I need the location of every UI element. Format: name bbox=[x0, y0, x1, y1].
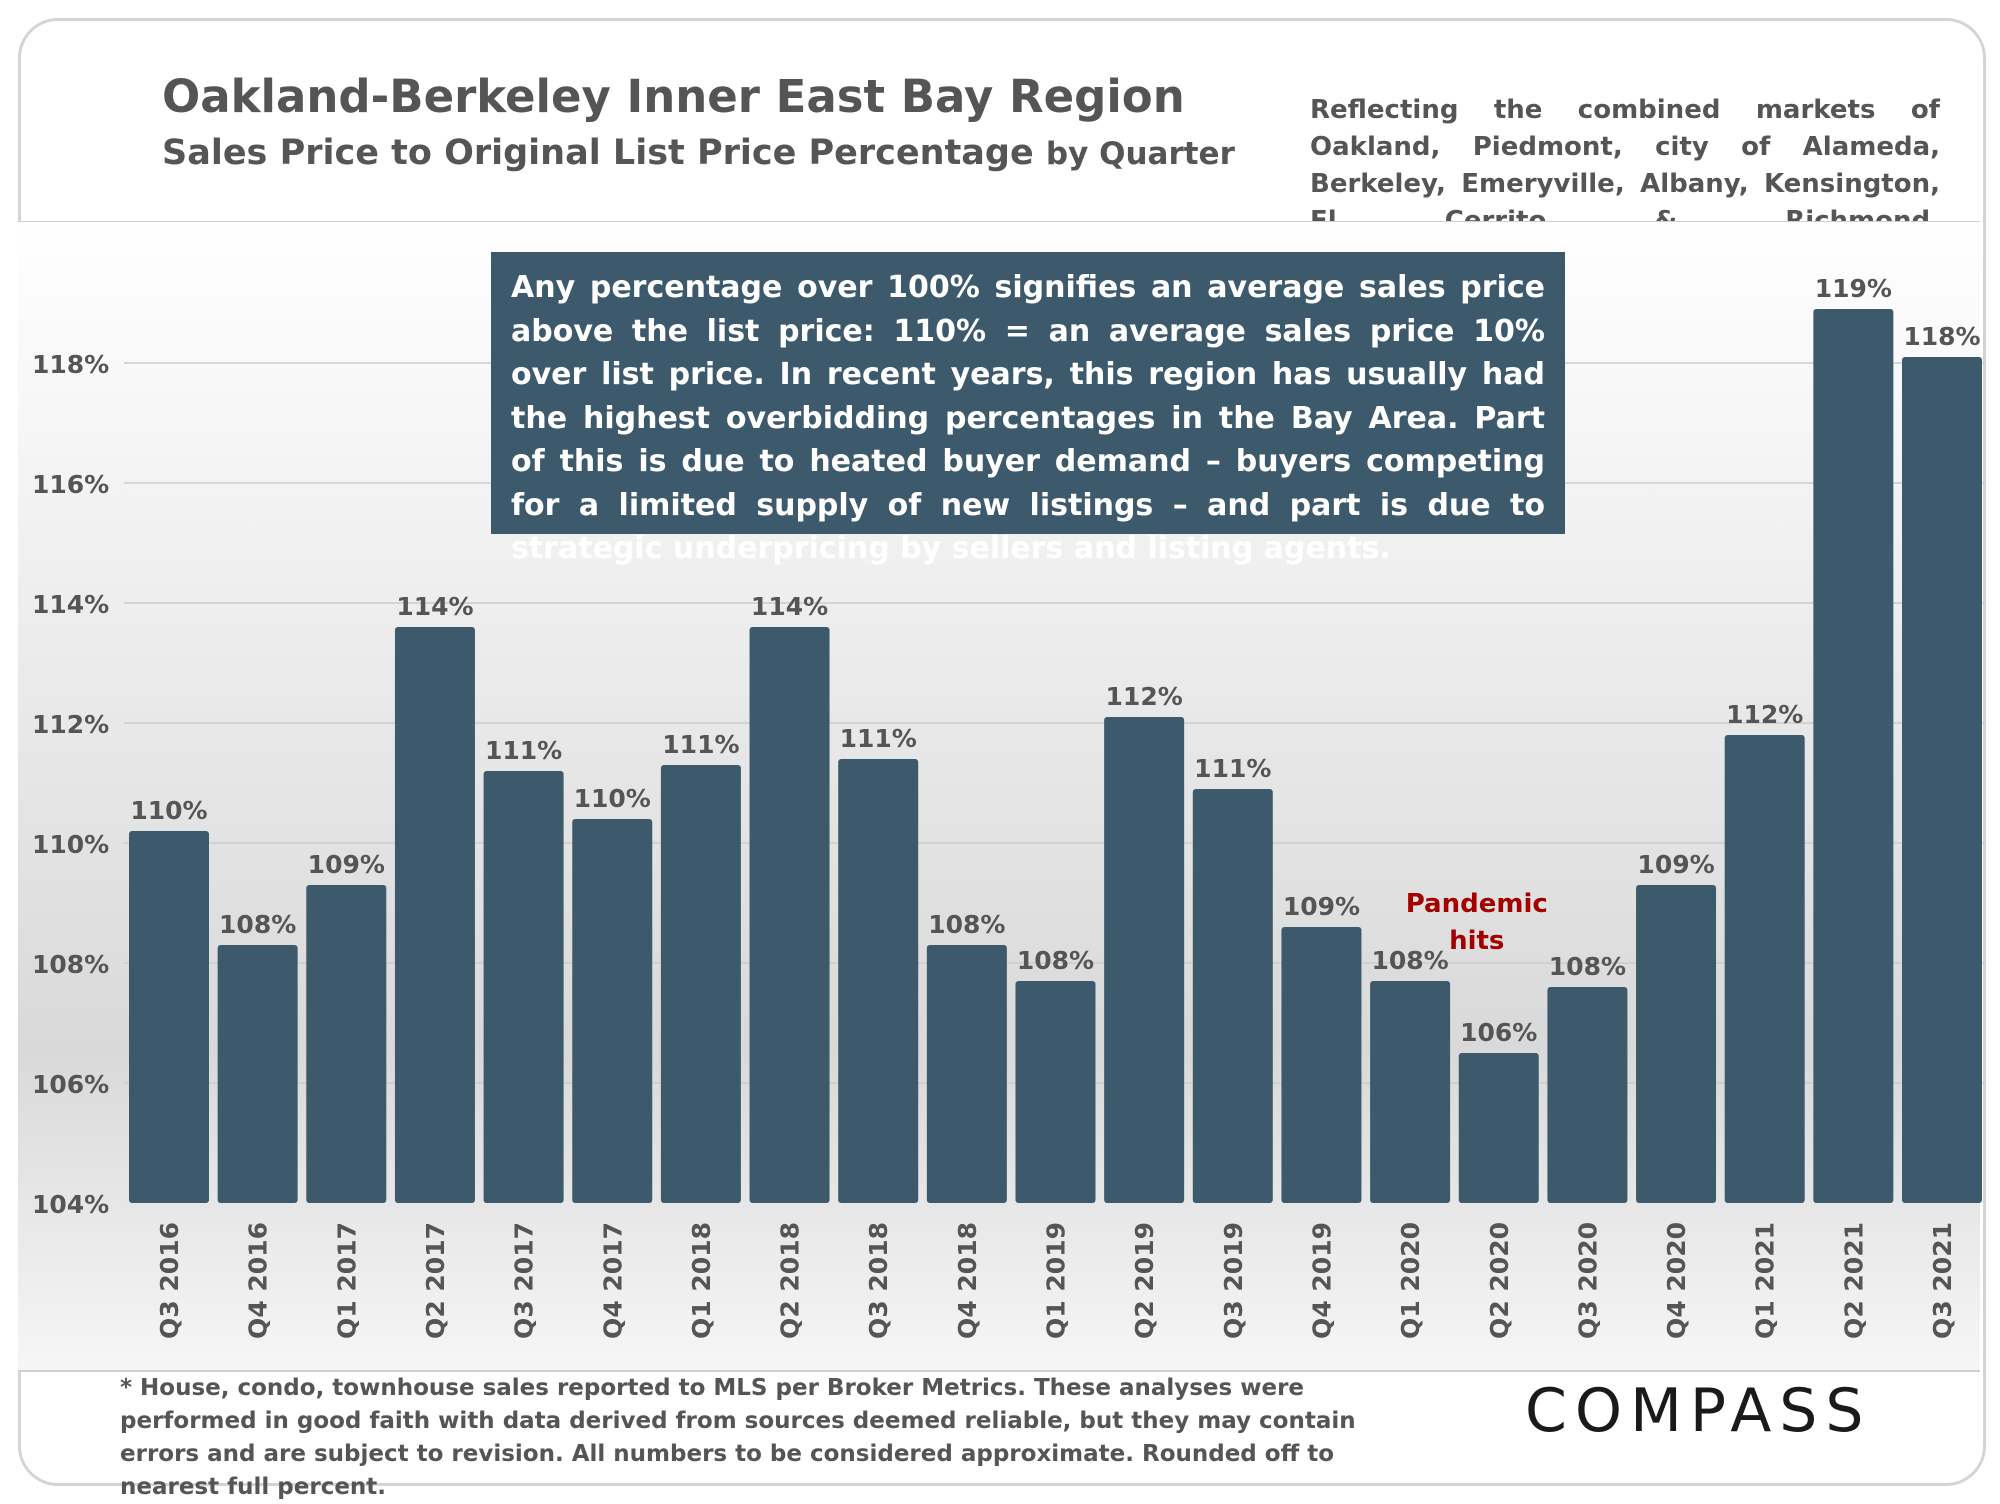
bar bbox=[926, 945, 1007, 1203]
footer-note: * House, condo, townhouse sales reported… bbox=[120, 1375, 1356, 1500]
x-category-label: Q2 2020 bbox=[1485, 1222, 1514, 1339]
x-category-label: Q3 2019 bbox=[1219, 1222, 1248, 1339]
bar-value-label: 108% bbox=[219, 910, 296, 939]
pandemic-annotation-line2: hits bbox=[1449, 926, 1504, 956]
bar bbox=[306, 885, 387, 1203]
x-category-label: Q3 2021 bbox=[1928, 1222, 1957, 1339]
chart-subtitle: Sales Price to Original List Price Perce… bbox=[162, 133, 1235, 173]
x-category-label: Q3 2016 bbox=[155, 1222, 184, 1339]
bar bbox=[483, 771, 564, 1203]
bar bbox=[217, 945, 298, 1203]
x-category-label: Q1 2019 bbox=[1042, 1222, 1071, 1339]
bar bbox=[129, 831, 209, 1203]
x-category-label: Q4 2019 bbox=[1307, 1222, 1336, 1339]
bar bbox=[749, 627, 830, 1203]
bar bbox=[394, 627, 475, 1203]
bar-value-label: 118% bbox=[1903, 322, 1980, 351]
bar-value-label: 114% bbox=[751, 592, 828, 621]
subtitle-suffix: by Quarter bbox=[1045, 136, 1235, 172]
bar bbox=[838, 759, 919, 1203]
y-tick-label: 108% bbox=[32, 950, 109, 979]
y-tick-label: 116% bbox=[32, 470, 109, 499]
bar-value-label: 108% bbox=[928, 910, 1005, 939]
x-category-label: Q1 2021 bbox=[1751, 1222, 1780, 1339]
bar-value-label: 114% bbox=[396, 592, 473, 621]
y-tick-label: 104% bbox=[32, 1190, 109, 1219]
chart-title: Oakland-Berkeley Inner East Bay Region bbox=[162, 70, 1185, 123]
x-category-label: Q4 2016 bbox=[244, 1222, 273, 1339]
bar-value-label: 111% bbox=[1194, 754, 1271, 783]
x-category-label: Q4 2020 bbox=[1662, 1222, 1691, 1339]
bar-value-label: 108% bbox=[1371, 946, 1448, 975]
bar-value-label: 108% bbox=[1549, 952, 1626, 981]
y-tick-label: 114% bbox=[32, 590, 109, 619]
compass-logo: COMPASS bbox=[1525, 1376, 1872, 1446]
bar bbox=[1192, 789, 1273, 1203]
bar-value-label: 106% bbox=[1460, 1018, 1537, 1047]
bar bbox=[1015, 981, 1096, 1203]
bar bbox=[1370, 981, 1451, 1203]
y-tick-label: 112% bbox=[32, 710, 109, 739]
bar-value-label: 111% bbox=[662, 730, 739, 759]
x-category-label: Q1 2018 bbox=[687, 1222, 716, 1339]
bar bbox=[1104, 717, 1185, 1203]
x-category-label: Q2 2017 bbox=[421, 1222, 450, 1339]
bar bbox=[1281, 927, 1362, 1203]
bar bbox=[1458, 1053, 1539, 1203]
bar bbox=[1636, 885, 1717, 1203]
bar bbox=[1902, 357, 1982, 1203]
bar bbox=[1724, 735, 1805, 1203]
bar-value-label: 110% bbox=[574, 784, 651, 813]
x-category-label: Q3 2020 bbox=[1573, 1222, 1602, 1339]
bar-value-label: 109% bbox=[1637, 850, 1714, 879]
bar-value-label: 112% bbox=[1106, 682, 1183, 711]
footer-divider bbox=[18, 1370, 1980, 1372]
x-category-label: Q4 2017 bbox=[598, 1222, 627, 1339]
bar bbox=[1547, 987, 1628, 1203]
bar-value-label: 109% bbox=[1283, 892, 1360, 921]
bar-value-label: 119% bbox=[1815, 274, 1892, 303]
bar bbox=[1813, 309, 1894, 1203]
bar-chart: 104% 106% 108% 110% 112% 114% 116% 118% 110% Q3 2… bbox=[32, 274, 1985, 1339]
pandemic-annotation-line1: Pandemic bbox=[1406, 889, 1548, 919]
bar-value-label: 109% bbox=[308, 850, 385, 879]
x-category-label: Q2 2018 bbox=[776, 1222, 805, 1339]
x-category-label: Q3 2018 bbox=[864, 1222, 893, 1339]
x-category-label: Q2 2019 bbox=[1130, 1222, 1159, 1339]
bar bbox=[660, 765, 741, 1203]
explanation-callout: Any percentage over 100% signifies an av… bbox=[491, 252, 1565, 566]
bar-value-label: 112% bbox=[1726, 700, 1803, 729]
subtitle-main: Sales Price to Original List Price Perce… bbox=[162, 133, 1034, 173]
y-tick-label: 106% bbox=[32, 1070, 109, 1099]
x-category-label: Q4 2018 bbox=[953, 1222, 982, 1339]
bar-value-label: 111% bbox=[485, 736, 562, 765]
bar-value-label: 111% bbox=[840, 724, 917, 753]
x-category-label: Q3 2017 bbox=[510, 1222, 539, 1339]
bar-value-label: 110% bbox=[130, 796, 207, 825]
bar-value-label: 108% bbox=[1017, 946, 1094, 975]
x-category-label: Q2 2021 bbox=[1839, 1222, 1868, 1339]
y-tick-label: 118% bbox=[32, 350, 109, 379]
x-category-label: Q1 2020 bbox=[1396, 1222, 1425, 1339]
bar bbox=[572, 819, 653, 1203]
y-tick-label: 110% bbox=[32, 830, 109, 859]
x-category-label: Q1 2017 bbox=[332, 1222, 361, 1339]
